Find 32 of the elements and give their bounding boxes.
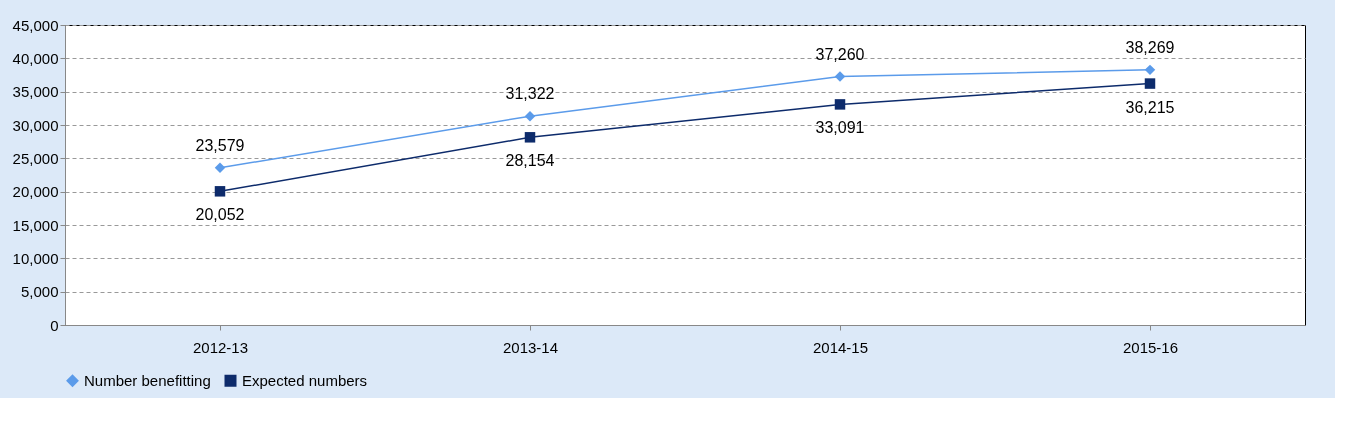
legend-label: Expected numbers (242, 371, 368, 389)
data-label: 20,052 (195, 206, 245, 224)
data-label: 31,322 (505, 85, 555, 103)
data-label: 38,269 (1125, 38, 1175, 56)
point (214, 162, 226, 174)
point (1144, 64, 1156, 76)
data-label: 28,154 (505, 152, 555, 170)
y-tick-label: 5,000 (20, 283, 59, 301)
point (524, 132, 536, 143)
y-tick-label: 40,000 (12, 49, 59, 67)
y-tick-label: 45,000 (12, 16, 59, 34)
data-label: 36,215 (1125, 98, 1175, 116)
x-tick-label: 2014-15 (812, 338, 869, 356)
y-tick-label: 15,000 (12, 216, 59, 234)
legend-label: Number benefitting (84, 371, 211, 389)
x-tick-label: 2015-16 (1122, 338, 1179, 356)
data-label: 23,579 (195, 136, 245, 154)
y-tick-label: 10,000 (12, 249, 59, 267)
point (834, 71, 846, 82)
point (1144, 78, 1156, 89)
y-tick-label: 20,000 (12, 183, 59, 201)
point (834, 99, 846, 110)
point (214, 186, 226, 197)
y-tick-label: 30,000 (12, 116, 59, 134)
x-tick-label: 2013-14 (502, 338, 559, 356)
point (524, 110, 536, 122)
data-label: 37,260 (815, 45, 865, 63)
x-tick-label: 2012-13 (192, 338, 249, 356)
y-tick-label: 25,000 (12, 149, 59, 167)
y-tick-label: 0 (50, 316, 59, 334)
y-tick-label: 35,000 (12, 83, 59, 101)
data-label: 33,091 (815, 119, 865, 137)
